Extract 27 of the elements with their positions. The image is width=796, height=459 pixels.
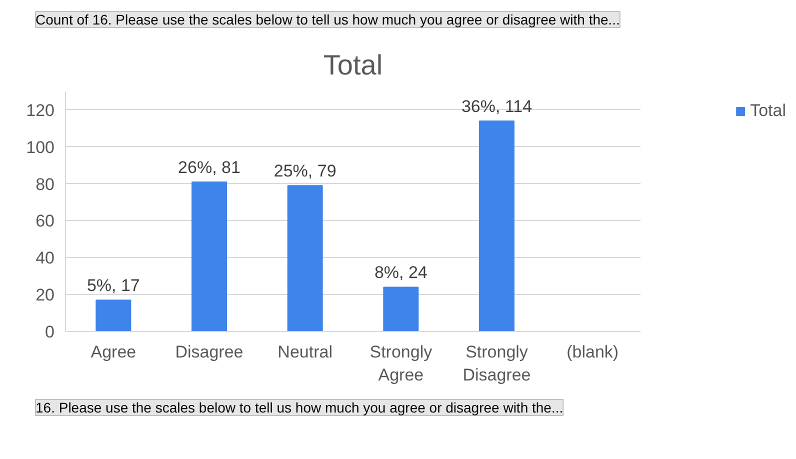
bar [96,300,132,332]
bar [383,286,419,332]
x-tick-label: Agree [90,342,136,362]
y-tick-label: 120 [26,100,55,120]
x-tick-label: Disagree [175,342,244,362]
data-label: 8%, 24 [374,263,428,282]
x-tick-label: (blank) [566,342,619,362]
y-tick-label: 100 [26,138,55,157]
bar [287,185,323,332]
bar [192,181,227,332]
text: Count of 16. Please use the scales below to tell us how much you agree or disagree with the... [36,12,620,28]
x-tick-label: Strongly Agree [370,342,433,384]
legend-label: Total [750,101,786,121]
data-label: 5%, 17 [86,276,140,296]
y-tick-label: 80 [36,174,55,194]
y-tick-label: 20 [36,286,55,305]
chart-title: Total [323,50,383,80]
data-label: 36%, 114 [461,97,532,116]
x-tick-label: Strongly Disagree [462,342,531,384]
data-label: 26%, 81 [178,158,240,177]
y-tick-label: 60 [36,212,55,231]
text: 16. Please use the scales below to tell us how much you agree or disagree with the... [36,400,564,416]
bar [479,120,514,332]
x-tick-label: Neutral [278,342,332,362]
y-tick-label: 0 [45,322,55,342]
data-label: 25%, 79 [274,162,336,181]
y-tick-label: 40 [36,248,55,268]
